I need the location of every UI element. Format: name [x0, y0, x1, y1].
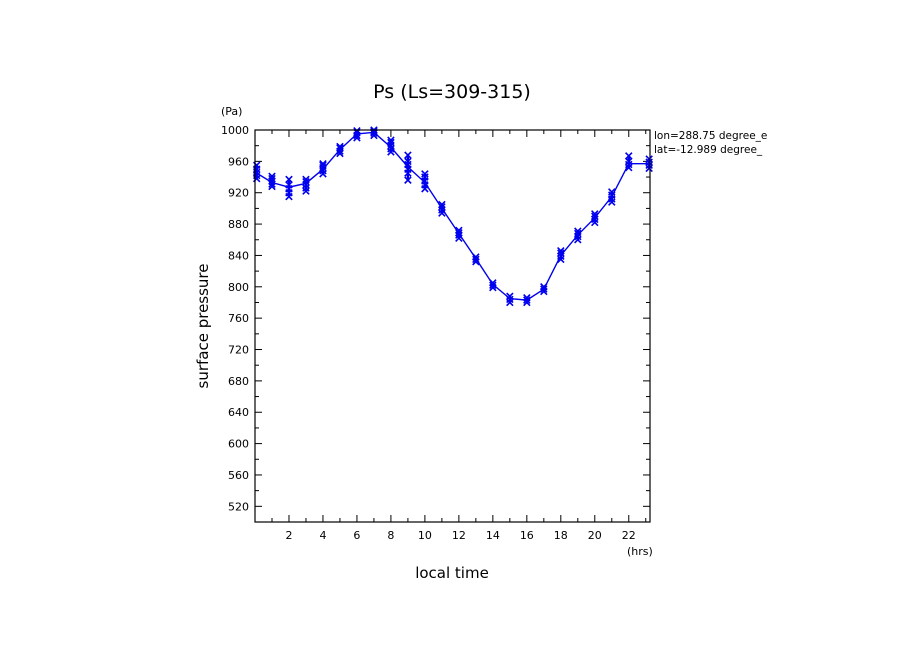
- chart-title: Ps (Ls=309-315): [373, 81, 531, 103]
- data-point-marker: [438, 203, 446, 211]
- y-tick-label: 560: [228, 469, 249, 482]
- y-axis-label: surface pressure: [194, 264, 212, 389]
- x-tick-label: 12: [452, 529, 466, 542]
- data-point-marker: [591, 212, 599, 221]
- data-point-marker: [319, 159, 327, 168]
- y-tick-label: 960: [228, 155, 249, 168]
- data-point-marker: [353, 127, 361, 135]
- x-tick-label: 4: [319, 529, 326, 542]
- data-point-marker: [455, 226, 463, 235]
- annotation-lat: lat=-12.989 degree_: [654, 144, 763, 156]
- annotation-lon: lon=288.75 degree_e: [654, 130, 767, 142]
- data-point-marker: [319, 161, 327, 170]
- data-point-marker: [285, 175, 293, 184]
- x-tick-label: 18: [554, 529, 568, 542]
- y-tick-label: 520: [228, 500, 249, 513]
- data-point-marker: [387, 136, 395, 144]
- y-tick-label: 920: [228, 187, 249, 200]
- data-point-marker: [404, 157, 412, 166]
- data-point-marker: [591, 210, 599, 218]
- x-tick-label: 16: [520, 529, 534, 542]
- y-tick-label: 600: [228, 438, 249, 451]
- data-point-marker: [438, 200, 446, 209]
- data-point-marker: [472, 255, 480, 264]
- data-point-marker: [353, 134, 361, 142]
- y-tick-label: 720: [228, 344, 249, 357]
- y-tick-label: 880: [228, 218, 249, 231]
- data-point-marker: [489, 279, 497, 287]
- data-point-marker: [421, 170, 429, 178]
- data-point-marker: [268, 172, 276, 181]
- data-point-marker: [540, 283, 548, 291]
- data-point-marker: [336, 142, 344, 151]
- x-tick-label: 2: [285, 529, 292, 542]
- data-point-marker: [608, 188, 616, 196]
- data-point-marker: [455, 228, 463, 237]
- x-tick-label: 8: [387, 529, 394, 542]
- data-point-marker: [540, 285, 548, 293]
- data-point-marker: [268, 174, 276, 183]
- plot-frame: [254, 129, 651, 523]
- x-tick-label: 20: [588, 529, 602, 542]
- data-point-marker: [387, 138, 395, 147]
- data-point-marker: [624, 157, 633, 166]
- data-point-marker: [472, 253, 480, 261]
- data-point-marker: [489, 281, 497, 289]
- data-point-marker: [523, 294, 531, 302]
- x-tick-label: 6: [353, 529, 360, 542]
- data-point-marker: [557, 249, 565, 257]
- x-unit-label: (hrs): [627, 545, 653, 558]
- y-tick-label: 840: [228, 249, 249, 262]
- data-point-marker: [336, 144, 344, 152]
- data-point-marker: [285, 181, 293, 189]
- y-tick-label: 680: [228, 375, 249, 388]
- y-tick-label: 640: [228, 406, 249, 419]
- data-point-marker: [624, 152, 633, 160]
- data-point-marker: [645, 155, 653, 163]
- plot-area: 2 4 6 8 10 12 14 16 18 20 22 520 560 600 640 680 720 760 8…: [221, 124, 653, 542]
- data-point-marker: [268, 182, 276, 191]
- data-point-marker: [506, 292, 514, 300]
- data-point-marker: [302, 175, 310, 184]
- data-point-marker: [404, 176, 412, 184]
- x-axis-label: local time: [415, 564, 489, 582]
- data-point-marker: [557, 246, 565, 255]
- y-tick-label: 1000: [221, 124, 249, 137]
- data-point-marker: [336, 149, 344, 158]
- x-tick-label: 10: [418, 529, 432, 542]
- data-point-marker: [574, 229, 582, 238]
- x-tick-label: 22: [622, 529, 636, 542]
- series-line: [256, 131, 650, 301]
- data-point-marker: [302, 177, 310, 186]
- y-tick-label: 800: [228, 281, 249, 294]
- data-point-marker: [404, 151, 412, 159]
- data-point-marker: [523, 296, 531, 304]
- y-tick-label: 760: [228, 312, 249, 325]
- data-point-marker: [574, 227, 582, 235]
- y-unit-label: (Pa): [221, 105, 242, 118]
- x-tick-label: 14: [486, 529, 500, 542]
